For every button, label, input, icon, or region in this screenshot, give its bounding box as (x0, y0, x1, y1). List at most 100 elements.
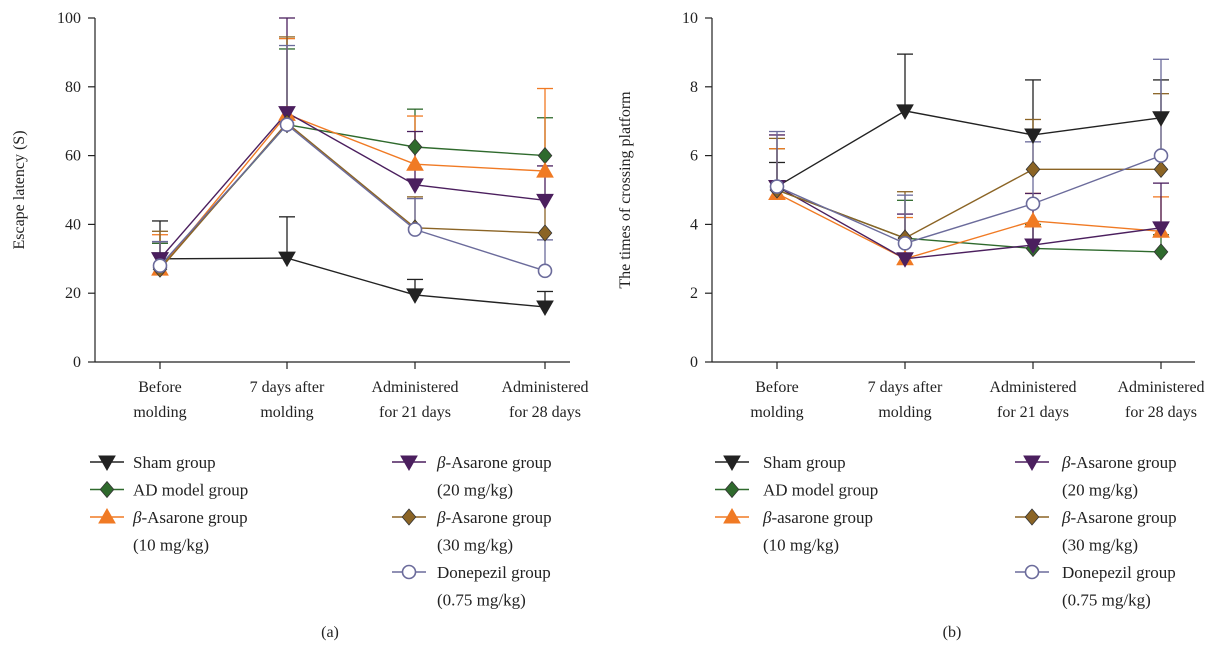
series-line-4 (159, 111, 546, 260)
data-point (536, 300, 554, 316)
x-tick-label: for 21 days (997, 404, 1069, 421)
legend-label: (10 mg/kg) (133, 536, 209, 555)
data-point (1024, 238, 1042, 255)
y-tick-label: 10 (682, 10, 698, 27)
x-tick-label: molding (260, 404, 313, 421)
x-tick-label: for 28 days (509, 404, 581, 421)
y-tick-label: 60 (65, 148, 81, 165)
y-tick-label: 8 (690, 79, 698, 96)
legend-marker (723, 455, 741, 472)
legend-label: (20 mg/kg) (1062, 481, 1138, 500)
series-line-6 (776, 154, 1162, 245)
x-tick-label: 7 days after (868, 379, 943, 396)
series-line-2 (159, 123, 546, 268)
series-markers-1 (768, 104, 1170, 196)
series-line-1 (776, 110, 1162, 188)
series-markers-1 (151, 251, 554, 316)
legend-label: (0.75 mg/kg) (437, 591, 526, 610)
data-point (152, 258, 168, 273)
series-line-5 (159, 121, 546, 270)
x-tick-label: Administered (989, 379, 1076, 396)
data-point (1153, 148, 1169, 163)
legend: Sham group AD model group β-asarone group (… (715, 453, 1177, 610)
legend-label: β-Asarone group (1061, 453, 1177, 472)
data-point (1152, 221, 1170, 237)
series-line-2 (776, 189, 1162, 253)
series-markers-3 (768, 184, 1170, 266)
y-tick-label: 0 (73, 354, 81, 371)
x-tick-label: molding (750, 404, 803, 421)
series-errorbars-2 (769, 148, 1169, 252)
y-axis-label: Escape latency (S) (11, 130, 28, 249)
y-tick-label: 6 (690, 148, 698, 165)
legend-label: (30 mg/kg) (437, 536, 513, 555)
legend-label: (0.75 mg/kg) (1062, 591, 1151, 610)
legend-marker (98, 455, 116, 472)
series-markers-6 (769, 148, 1169, 251)
series-markers-6 (152, 117, 553, 279)
data-point (406, 288, 424, 304)
series-errorbars-3 (152, 37, 553, 270)
panel-label: (b) (943, 624, 962, 641)
legend-label: Sham group (133, 453, 216, 472)
data-point (1025, 160, 1041, 178)
data-point (278, 106, 296, 122)
legend-marker (1024, 508, 1040, 526)
data-point (406, 155, 424, 171)
series-line-6 (159, 123, 546, 272)
legend-label: β-Asarone group (436, 453, 552, 472)
y-tick-label: 100 (57, 10, 81, 27)
series-line-1 (159, 257, 546, 308)
legend-marker (99, 480, 115, 499)
data-point (897, 236, 913, 251)
legend-marker (723, 507, 741, 524)
data-point (278, 251, 296, 268)
x-tick-label: Administered (501, 379, 588, 396)
legend-label: β-Asarone group (132, 508, 248, 527)
series-line-4 (776, 185, 1162, 260)
legend-marker (98, 507, 116, 524)
data-point (1025, 196, 1041, 212)
series-line-5 (776, 168, 1161, 239)
series-errorbars-5 (152, 36, 553, 270)
x-tick-label: Before (138, 379, 182, 396)
series-errorbars-1 (769, 53, 1169, 187)
data-point (1153, 243, 1169, 261)
data-point (537, 224, 553, 242)
legend-marker (400, 455, 418, 472)
data-point (279, 117, 295, 132)
data-point (769, 179, 785, 194)
y-tick-label: 20 (65, 285, 81, 302)
data-point (537, 146, 553, 165)
x-tick-label: for 21 days (379, 404, 451, 421)
y-tick-label: 0 (690, 354, 698, 371)
legend-marker (1023, 455, 1041, 472)
legend-marker (401, 508, 417, 526)
legend: Sham group AD model group β-Asarone group (… (90, 453, 552, 610)
data-point (1024, 211, 1042, 228)
legend-label: Sham group (763, 453, 846, 472)
y-axis-label: The times of crossing platform (617, 91, 634, 289)
legend-label: β-asarone group (762, 508, 873, 527)
data-point (1024, 128, 1042, 144)
x-tick-label: Administered (1117, 379, 1204, 396)
data-point (407, 138, 423, 156)
series-errorbars-4 (152, 17, 553, 259)
x-tick-label: molding (878, 404, 931, 421)
series-errorbars-2 (152, 48, 553, 268)
data-point (536, 162, 554, 178)
x-tick-label: for 28 days (1125, 404, 1197, 421)
data-point (1153, 160, 1169, 178)
y-tick-label: 2 (690, 285, 698, 302)
data-point (536, 193, 554, 210)
series-markers-4 (151, 106, 554, 268)
legend-label: (10 mg/kg) (763, 536, 839, 555)
legend-marker (401, 564, 417, 580)
y-tick-label: 4 (690, 216, 698, 233)
x-tick-label: 7 days after (250, 379, 325, 396)
y-tick-label: 80 (65, 79, 81, 96)
series-line-3 (776, 192, 1162, 260)
legend-label: β-Asarone group (1061, 508, 1177, 527)
